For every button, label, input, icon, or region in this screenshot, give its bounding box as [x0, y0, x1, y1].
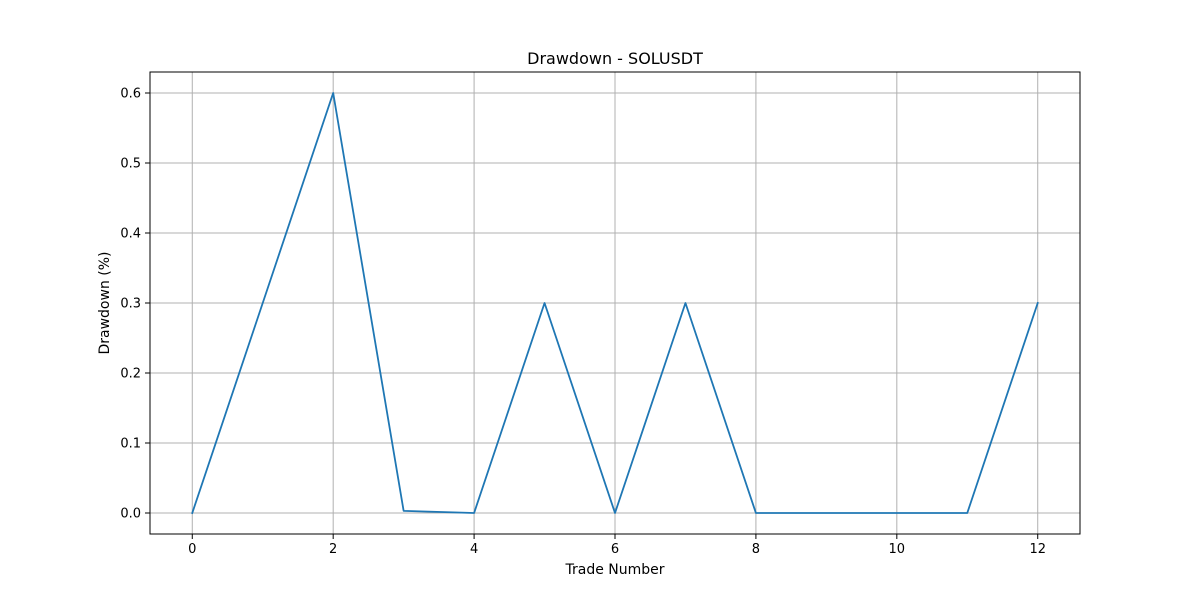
chart-title: Drawdown - SOLUSDT [527, 49, 703, 68]
y-tick-label: 0.6 [120, 87, 141, 102]
drawdown-series-line [191, 92, 1039, 515]
x-tick-label: 10 [889, 542, 906, 557]
x-axis-label: Trade Number [564, 562, 664, 578]
axis-ticks: 0 2 4 6 8 10 12 0.0 0.1 0.2 0.3 0.4 0.5 0.6 [120, 87, 1046, 558]
y-tick-label: 0.3 [120, 297, 141, 312]
x-tick-label: 0 [188, 542, 196, 557]
y-tick-label: 0.0 [120, 507, 141, 522]
x-tick-label: 4 [470, 542, 478, 557]
x-tick-label: 2 [329, 542, 337, 557]
y-tick-label: 0.2 [120, 367, 141, 382]
x-tick-label: 12 [1029, 542, 1046, 557]
grid [150, 72, 1080, 534]
y-tick-label: 0.5 [120, 157, 141, 172]
y-tick-label: 0.1 [120, 437, 141, 452]
y-tick-label: 0.4 [120, 227, 141, 242]
series-layer [191, 92, 1039, 515]
x-tick-label: 6 [611, 542, 619, 557]
x-tick-label: 8 [752, 542, 760, 557]
y-axis-label: Drawdown (%) [97, 251, 113, 354]
